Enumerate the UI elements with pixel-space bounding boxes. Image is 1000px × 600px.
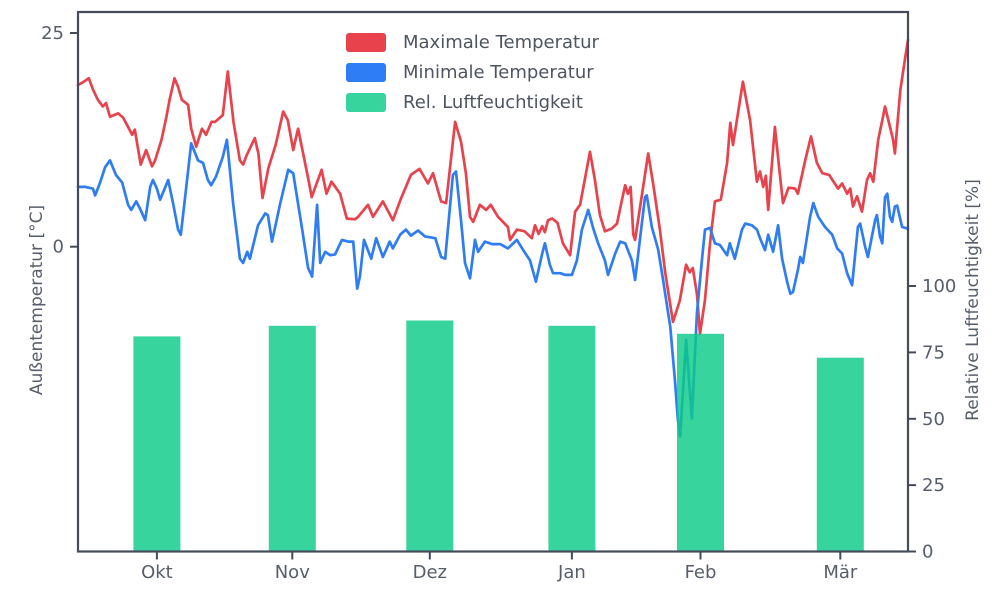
max-temp-swatch-icon bbox=[346, 33, 386, 52]
max-temp-line bbox=[76, 38, 910, 336]
left-tick-label-0: 0 bbox=[53, 237, 64, 258]
x-tick-label-Okt: Okt bbox=[141, 562, 173, 583]
x-tick-label-Feb: Feb bbox=[685, 562, 717, 583]
right-tick-label-75: 75 bbox=[922, 342, 945, 363]
legend-item-min-temp: Minimale Temperatur bbox=[346, 63, 599, 82]
legend-label: Maximale Temperatur bbox=[403, 31, 599, 53]
x-tick-label-Dez: Dez bbox=[413, 562, 447, 583]
min-temp-line bbox=[76, 138, 910, 438]
humidity-bar-Okt bbox=[133, 336, 181, 552]
right-tick-label-50: 50 bbox=[922, 409, 945, 430]
humidity-swatch-icon bbox=[346, 93, 386, 112]
humidity-bar-Feb bbox=[677, 333, 724, 552]
x-tick-label-Jan: Jan bbox=[557, 562, 586, 583]
x-tick-label-Mär: Mär bbox=[823, 562, 858, 583]
min-temp-swatch-icon bbox=[346, 63, 386, 82]
right-tick-label-0: 0 bbox=[922, 542, 933, 563]
plot-frame bbox=[76, 10, 910, 553]
right-tick-label-25: 25 bbox=[922, 475, 945, 496]
x-tick-label-Nov: Nov bbox=[275, 562, 310, 583]
legend: Maximale Temperatur Minimale Temperatur … bbox=[346, 33, 599, 112]
legend-item-humidity: Rel. Luftfeuchtigkeit bbox=[346, 93, 599, 112]
legend-label: Minimale Temperatur bbox=[403, 61, 594, 83]
legend-item-max-temp: Maximale Temperatur bbox=[346, 33, 599, 52]
legend-label: Rel. Luftfeuchtigkeit bbox=[403, 91, 583, 113]
humidity-bar-Nov bbox=[268, 325, 316, 552]
right-tick-label-100: 100 bbox=[922, 276, 956, 297]
left-tick-label-25: 25 bbox=[41, 23, 64, 44]
humidity-bar-Dez bbox=[406, 320, 454, 552]
humidity-bar-Jan bbox=[548, 325, 596, 552]
humidity-bar-Mär bbox=[816, 357, 864, 552]
